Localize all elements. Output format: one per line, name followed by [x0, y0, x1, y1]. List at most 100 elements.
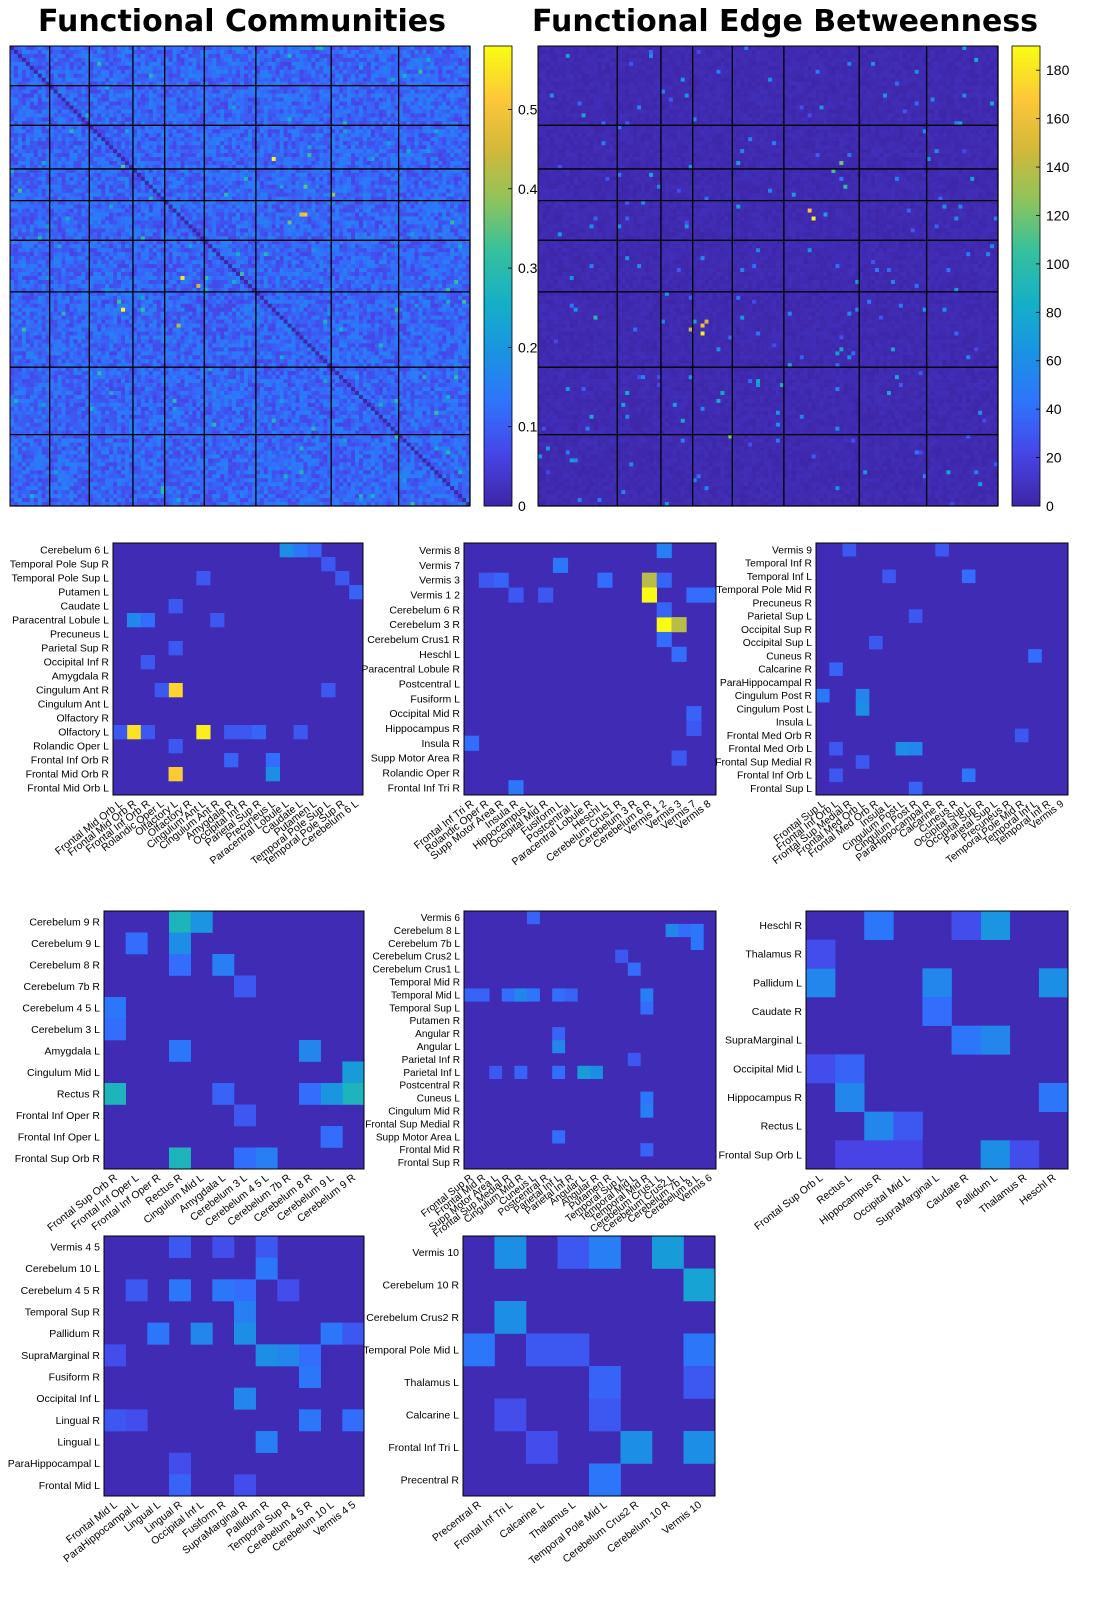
heatmap-cell: [351, 86, 355, 90]
heatmap-cell: [407, 149, 411, 153]
heatmap-cell: [434, 145, 438, 149]
heatmap-cell: [450, 157, 454, 161]
heatmap-cell: [236, 153, 240, 157]
heatmap-cell: [208, 98, 212, 102]
heatmap-cell: [280, 193, 284, 197]
heatmap-cell: [351, 102, 355, 106]
heatmap-cell: [411, 205, 415, 209]
heatmap-cell: [311, 105, 315, 109]
heatmap-cell: [62, 113, 66, 117]
heatmap-cell: [292, 177, 296, 181]
heatmap-cell: [188, 54, 192, 58]
heatmap-cell: [359, 157, 363, 161]
heatmap-cell: [299, 70, 303, 74]
heatmap-cell: [232, 74, 236, 78]
heatmap-cell: [10, 137, 14, 141]
heatmap-cell: [184, 86, 188, 90]
heatmap-cell: [335, 173, 339, 177]
heatmap-cell: [14, 185, 18, 189]
heatmap-cell: [216, 90, 220, 94]
heatmap-cell: [62, 173, 66, 177]
heatmap-cell: [26, 50, 30, 54]
heatmap-cell: [248, 161, 252, 165]
heatmap-cell: [34, 109, 38, 113]
heatmap-cell: [280, 58, 284, 62]
heatmap-cell: [169, 181, 173, 185]
heatmap-cell: [299, 98, 303, 102]
heatmap-cell: [73, 201, 77, 205]
heatmap-cell: [442, 58, 446, 62]
heatmap-cell: [228, 189, 232, 193]
heatmap-cell: [73, 185, 77, 189]
heatmap-cell: [280, 185, 284, 189]
heatmap-cell: [351, 90, 355, 94]
heatmap-cell: [77, 78, 81, 82]
heatmap-cell: [288, 74, 292, 78]
heatmap-cell: [137, 137, 141, 141]
heatmap-cell: [288, 205, 292, 209]
heatmap-cell: [81, 109, 85, 113]
heatmap-cell: [323, 201, 327, 205]
heatmap-cell: [371, 209, 375, 213]
heatmap-cell: [462, 157, 466, 161]
heatmap-cell: [411, 129, 415, 133]
heatmap-cell: [403, 189, 407, 193]
heatmap-cell: [10, 185, 14, 189]
heatmap-cell: [351, 189, 355, 193]
heatmap-cell: [351, 113, 355, 117]
heatmap-cell: [248, 86, 252, 90]
heatmap-cell: [153, 50, 157, 54]
heatmap-cell: [38, 66, 42, 70]
heatmap-cell: [125, 149, 129, 153]
heatmap-cell: [14, 149, 18, 153]
heatmap-cell: [22, 113, 26, 117]
heatmap-cell: [299, 213, 303, 217]
heatmap-cell: [125, 109, 129, 113]
heatmap-cell: [434, 157, 438, 161]
heatmap-cell: [422, 117, 426, 121]
heatmap-cell: [10, 58, 14, 62]
heatmap-cell: [240, 66, 244, 70]
heatmap-cell: [450, 58, 454, 62]
heatmap-cell: [331, 153, 335, 157]
heatmap-cell: [188, 161, 192, 165]
heatmap-cell: [363, 145, 367, 149]
heatmap-cell: [240, 54, 244, 58]
heatmap-cell: [272, 86, 276, 90]
heatmap-cell: [137, 141, 141, 145]
heatmap-cell: [371, 70, 375, 74]
heatmap-cell: [62, 193, 66, 197]
heatmap-cell: [165, 141, 169, 145]
heatmap-cell: [220, 66, 224, 70]
heatmap-cell: [335, 193, 339, 197]
heatmap-cell: [355, 102, 359, 106]
heatmap-cell: [462, 161, 466, 165]
heatmap-cell: [323, 54, 327, 58]
heatmap-cell: [288, 185, 292, 189]
heatmap-cell: [244, 205, 248, 209]
heatmap-cell: [351, 209, 355, 213]
heatmap-cell: [426, 54, 430, 58]
heatmap-cell: [351, 193, 355, 197]
heatmap-cell: [149, 181, 153, 185]
heatmap-cell: [288, 193, 292, 197]
heatmap-cell: [220, 177, 224, 181]
heatmap-cell: [387, 94, 391, 98]
heatmap-cell: [292, 141, 296, 145]
heatmap-cell: [73, 66, 77, 70]
heatmap-cell: [454, 129, 458, 133]
heatmap-cell: [319, 189, 323, 193]
heatmap-cell: [359, 185, 363, 189]
heatmap-cell: [54, 66, 58, 70]
heatmap-cell: [30, 201, 34, 205]
heatmap-cell: [188, 133, 192, 137]
heatmap-cell: [303, 105, 307, 109]
heatmap-cell: [319, 46, 323, 50]
heatmap-cell: [54, 102, 58, 106]
heatmap-cell: [77, 189, 81, 193]
heatmap-cell: [260, 54, 264, 58]
heatmap-cell: [268, 58, 272, 62]
heatmap-cell: [58, 205, 62, 209]
heatmap-cell: [387, 129, 391, 133]
heatmap-cell: [264, 94, 268, 98]
